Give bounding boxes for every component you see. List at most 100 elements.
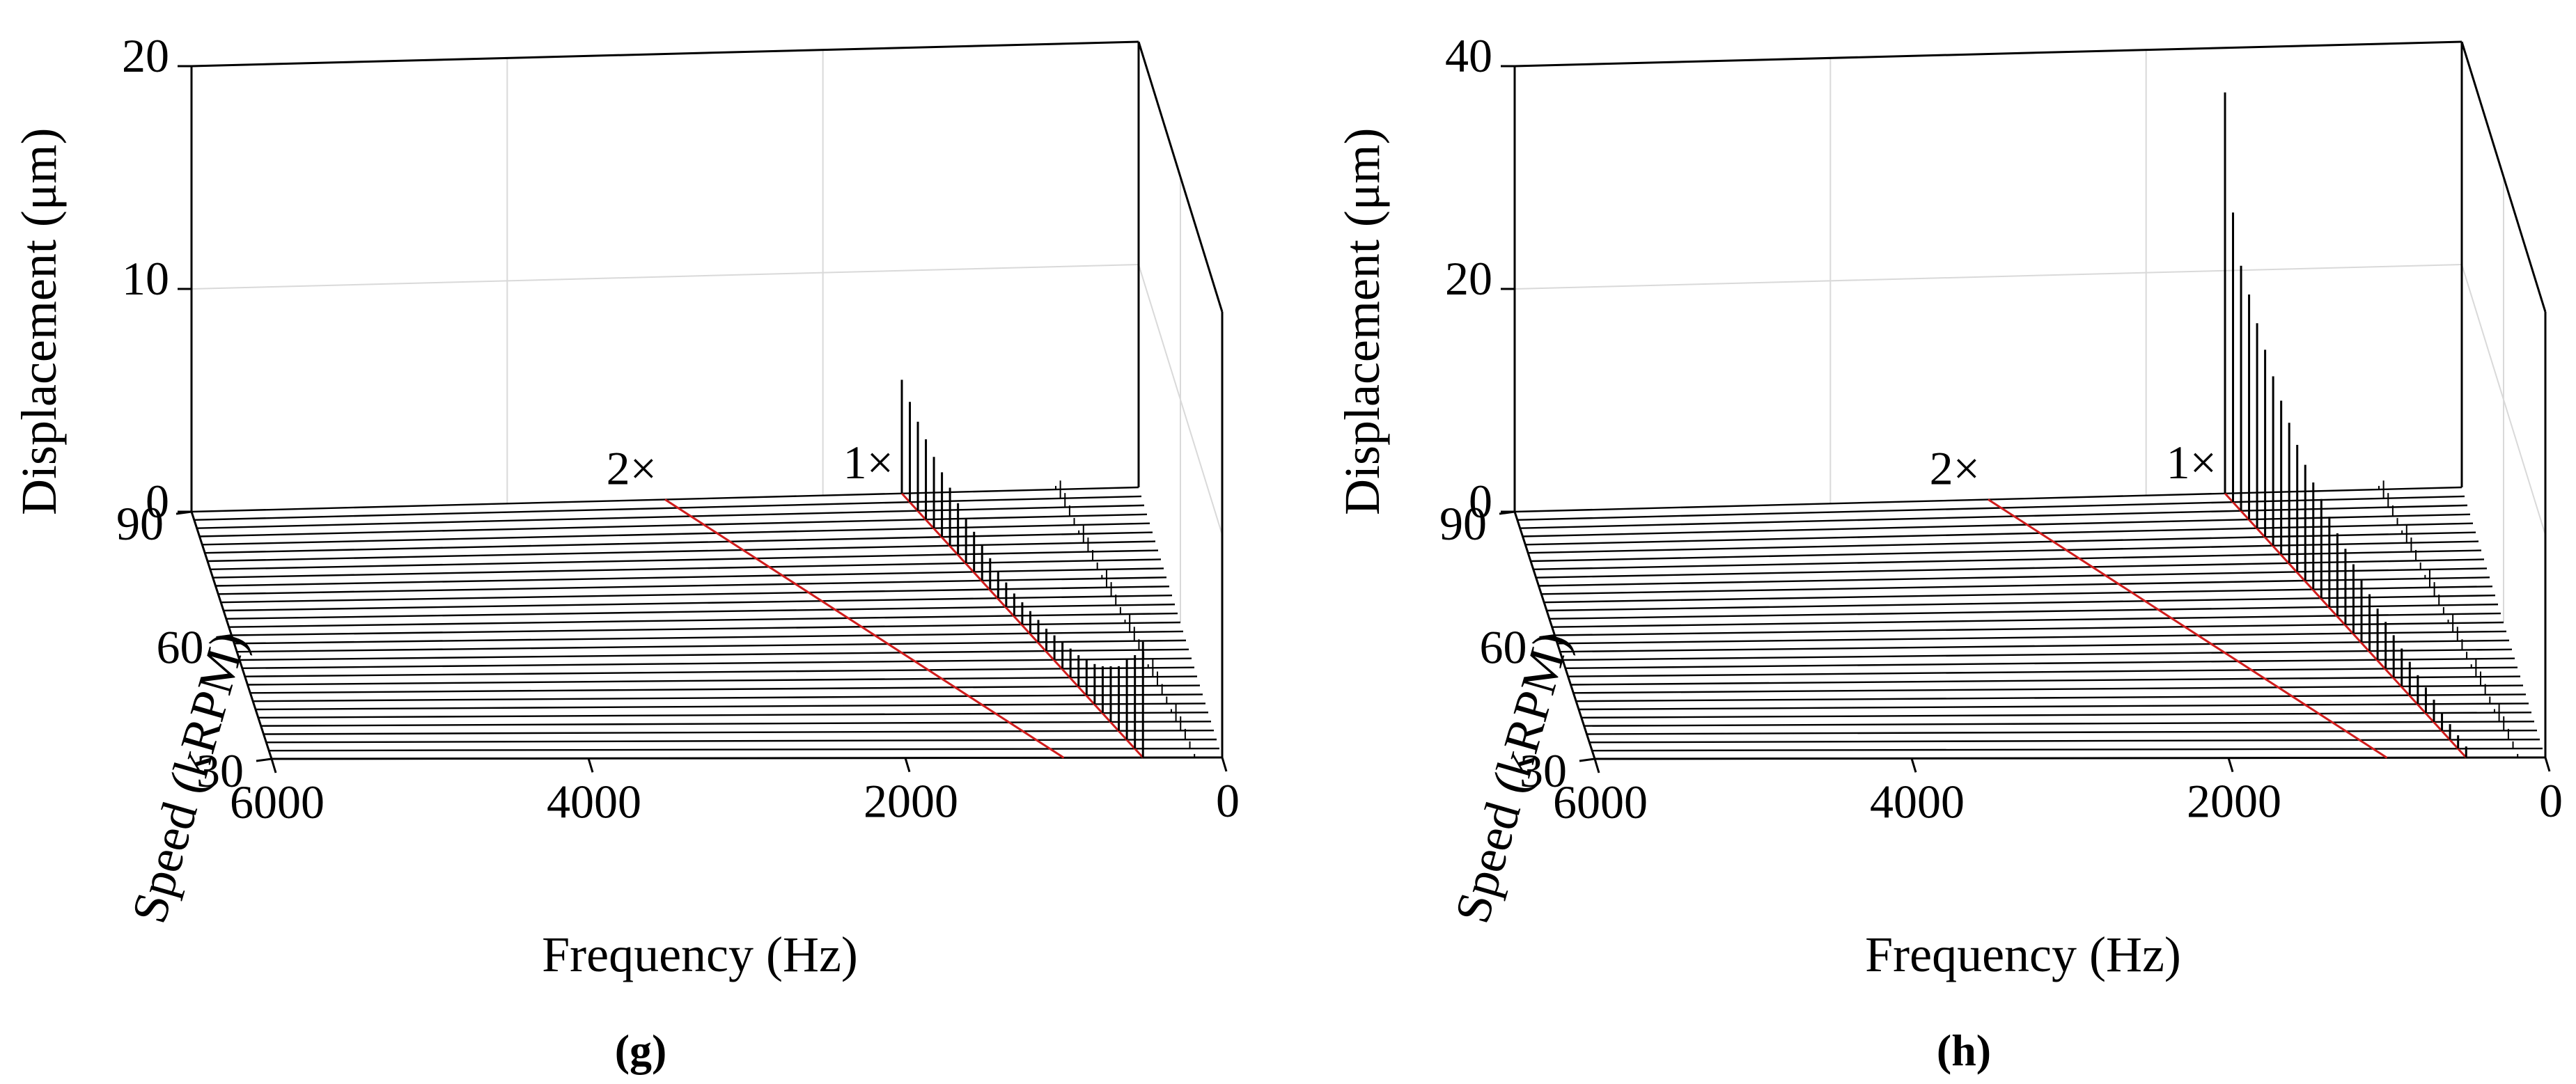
tick-label-y: 30	[196, 744, 244, 797]
waterfall-slice	[1533, 549, 2482, 571]
tick-label-y: 60	[157, 621, 204, 674]
axis-label-x: Frequency (Hz)	[1865, 927, 2181, 982]
waterfall-slice	[1573, 684, 2524, 694]
axis-label-z: Displacement (μm)	[11, 128, 67, 515]
panel-g: 6000 4000 2000 0 30 60 90 0 10 20 2× 1× Displacement…	[11, 29, 1240, 1075]
tick-label-z: 20	[122, 29, 169, 82]
waterfall-slice	[242, 657, 1192, 670]
tick-x	[2227, 757, 2234, 773]
tick-x	[270, 758, 277, 773]
tick-x	[904, 757, 911, 773]
axis-label-x: Frequency (Hz)	[542, 927, 858, 982]
order-line-2x	[664, 498, 1065, 759]
waterfall-slice	[1520, 504, 2468, 529]
waterfall-slice	[196, 504, 1145, 529]
figure-caption: (g)	[615, 1026, 667, 1075]
waterfall-slice	[269, 747, 1220, 752]
tick-label-y: 90	[116, 497, 164, 550]
annotation-2x: 2×	[1930, 442, 1980, 495]
waterfall-slice	[207, 540, 1156, 563]
tick-label-z: 0	[146, 475, 169, 528]
tick-label-z: 0	[1469, 475, 1492, 528]
gridline-z	[1514, 264, 2462, 290]
waterfall-slice	[1565, 657, 2515, 670]
order-line-1x	[900, 492, 1144, 759]
waterfall-slice	[247, 675, 1198, 686]
waterfall-slice	[1544, 586, 2493, 604]
waterfall-slice	[1578, 702, 2529, 711]
waterfall-slice	[1560, 639, 2510, 653]
annotation-1x: 1×	[2167, 436, 2217, 489]
waterfall-slice	[1549, 603, 2499, 620]
waterfall-slice	[1517, 495, 2465, 521]
annotation-1x: 1×	[843, 436, 893, 489]
waterfall-slice	[1592, 747, 2543, 752]
box-edge	[1137, 41, 1224, 313]
waterfall-slice	[210, 549, 1159, 571]
waterfall-slice	[1522, 513, 2471, 537]
tick-x	[1221, 757, 1228, 772]
tick-label-x: 0	[1216, 774, 1240, 827]
tick-y	[1539, 634, 1555, 638]
waterfall-slice	[244, 666, 1195, 677]
tick-label-y: 60	[1480, 621, 1527, 674]
waterfall-slice	[253, 693, 1203, 702]
waterfall-slice	[205, 531, 1153, 554]
box-edge	[1514, 40, 2462, 68]
gridline-z	[191, 264, 1139, 290]
tick-x	[2544, 757, 2551, 772]
tick-label-y: 90	[1439, 497, 1487, 550]
tick-label-x: 2000	[864, 775, 958, 828]
waterfall-slice	[1528, 531, 2476, 554]
order-line-1x	[2224, 492, 2467, 759]
tick-y	[1579, 757, 1595, 762]
waterfall-slice	[255, 702, 1206, 711]
waterfall-slice	[263, 729, 1215, 735]
tick-y	[216, 634, 232, 638]
waterfall-slice	[223, 595, 1173, 612]
waterfall-slice	[260, 721, 1212, 727]
waterfall-slice	[258, 712, 1209, 719]
waterfall-slice	[1568, 666, 2518, 677]
waterfall-slice	[239, 648, 1189, 661]
tick-label-x: 4000	[547, 775, 641, 828]
tick-label-x: 0	[2539, 774, 2563, 827]
waterfall-slice	[1536, 558, 2485, 579]
waterfall-slice	[1557, 630, 2507, 645]
tick-y	[256, 757, 272, 762]
waterfall-slice	[1525, 522, 2474, 546]
tick-x	[1910, 757, 1917, 773]
waterfall-slice	[199, 513, 1148, 537]
tick-x	[1593, 758, 1600, 773]
figure-caption: (h)	[1937, 1026, 1991, 1075]
axis-label-z: Displacement (μm)	[1334, 128, 1390, 515]
waterfall-slice	[1589, 738, 2540, 744]
waterfall-slice	[1576, 693, 2527, 702]
waterfall-slice	[250, 684, 1201, 694]
tick-label-x: 2000	[2187, 775, 2281, 828]
waterfall-slice	[215, 567, 1164, 587]
waterfall-slice	[1584, 721, 2535, 727]
annotation-2x: 2×	[607, 442, 657, 495]
waterfall-slice	[1530, 540, 2479, 563]
panel-h: 6000 4000 2000 0 30 60 90 0 20 40 2× 1× Displacement…	[1323, 0, 2576, 1084]
tick-x	[587, 757, 594, 773]
tick-label-y: 30	[1520, 744, 1567, 797]
tick-label-z: 10	[122, 252, 169, 305]
waterfall-slice	[1541, 576, 2490, 595]
tick-label-z: 20	[1445, 252, 1492, 305]
box-edge	[2460, 41, 2547, 313]
waterfall-slice	[218, 576, 1167, 595]
waterfall-slice	[221, 586, 1170, 604]
waterfall-slice	[1581, 712, 2532, 719]
order-line-2x	[1988, 498, 2388, 759]
waterfall-slice	[266, 738, 1217, 744]
waterfall-slice	[1586, 729, 2538, 735]
waterfall-slice	[194, 495, 1142, 521]
tick-label-x: 4000	[1870, 775, 1965, 828]
tick-label-z: 40	[1445, 29, 1492, 82]
box-edge	[191, 40, 1139, 68]
tick-label-x: 6000	[1553, 776, 1648, 828]
